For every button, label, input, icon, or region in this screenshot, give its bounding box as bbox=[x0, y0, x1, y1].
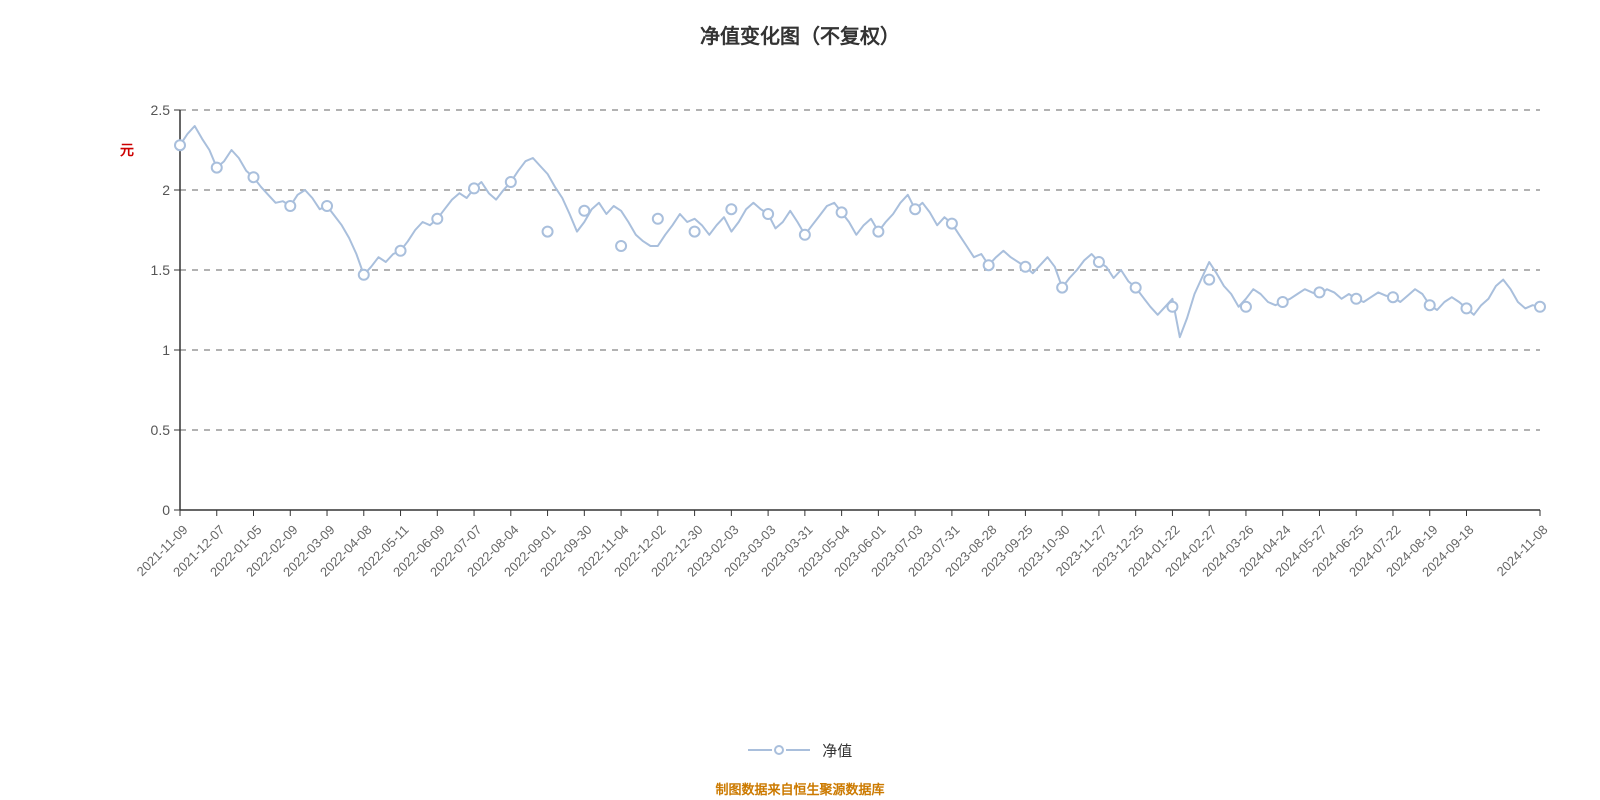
legend-line-right bbox=[786, 749, 810, 751]
plot-svg bbox=[0, 0, 1600, 800]
y-tick-label: 1.5 bbox=[130, 262, 170, 278]
chart-container: 净值变化图（不复权） 元 00.511.522.5 2021-11-092021… bbox=[0, 0, 1600, 800]
y-tick-label: 0 bbox=[130, 502, 170, 518]
y-tick-label: 2.5 bbox=[130, 102, 170, 118]
legend-line-left bbox=[748, 749, 772, 751]
legend-marker bbox=[774, 745, 784, 755]
y-tick-label: 1 bbox=[130, 342, 170, 358]
y-tick-label: 0.5 bbox=[130, 422, 170, 438]
credit-text: 制图数据来自恒生聚源数据库 bbox=[0, 779, 1600, 798]
y-tick-label: 2 bbox=[130, 182, 170, 198]
legend-label: 净值 bbox=[822, 743, 852, 760]
legend: 净值 bbox=[0, 740, 1600, 761]
